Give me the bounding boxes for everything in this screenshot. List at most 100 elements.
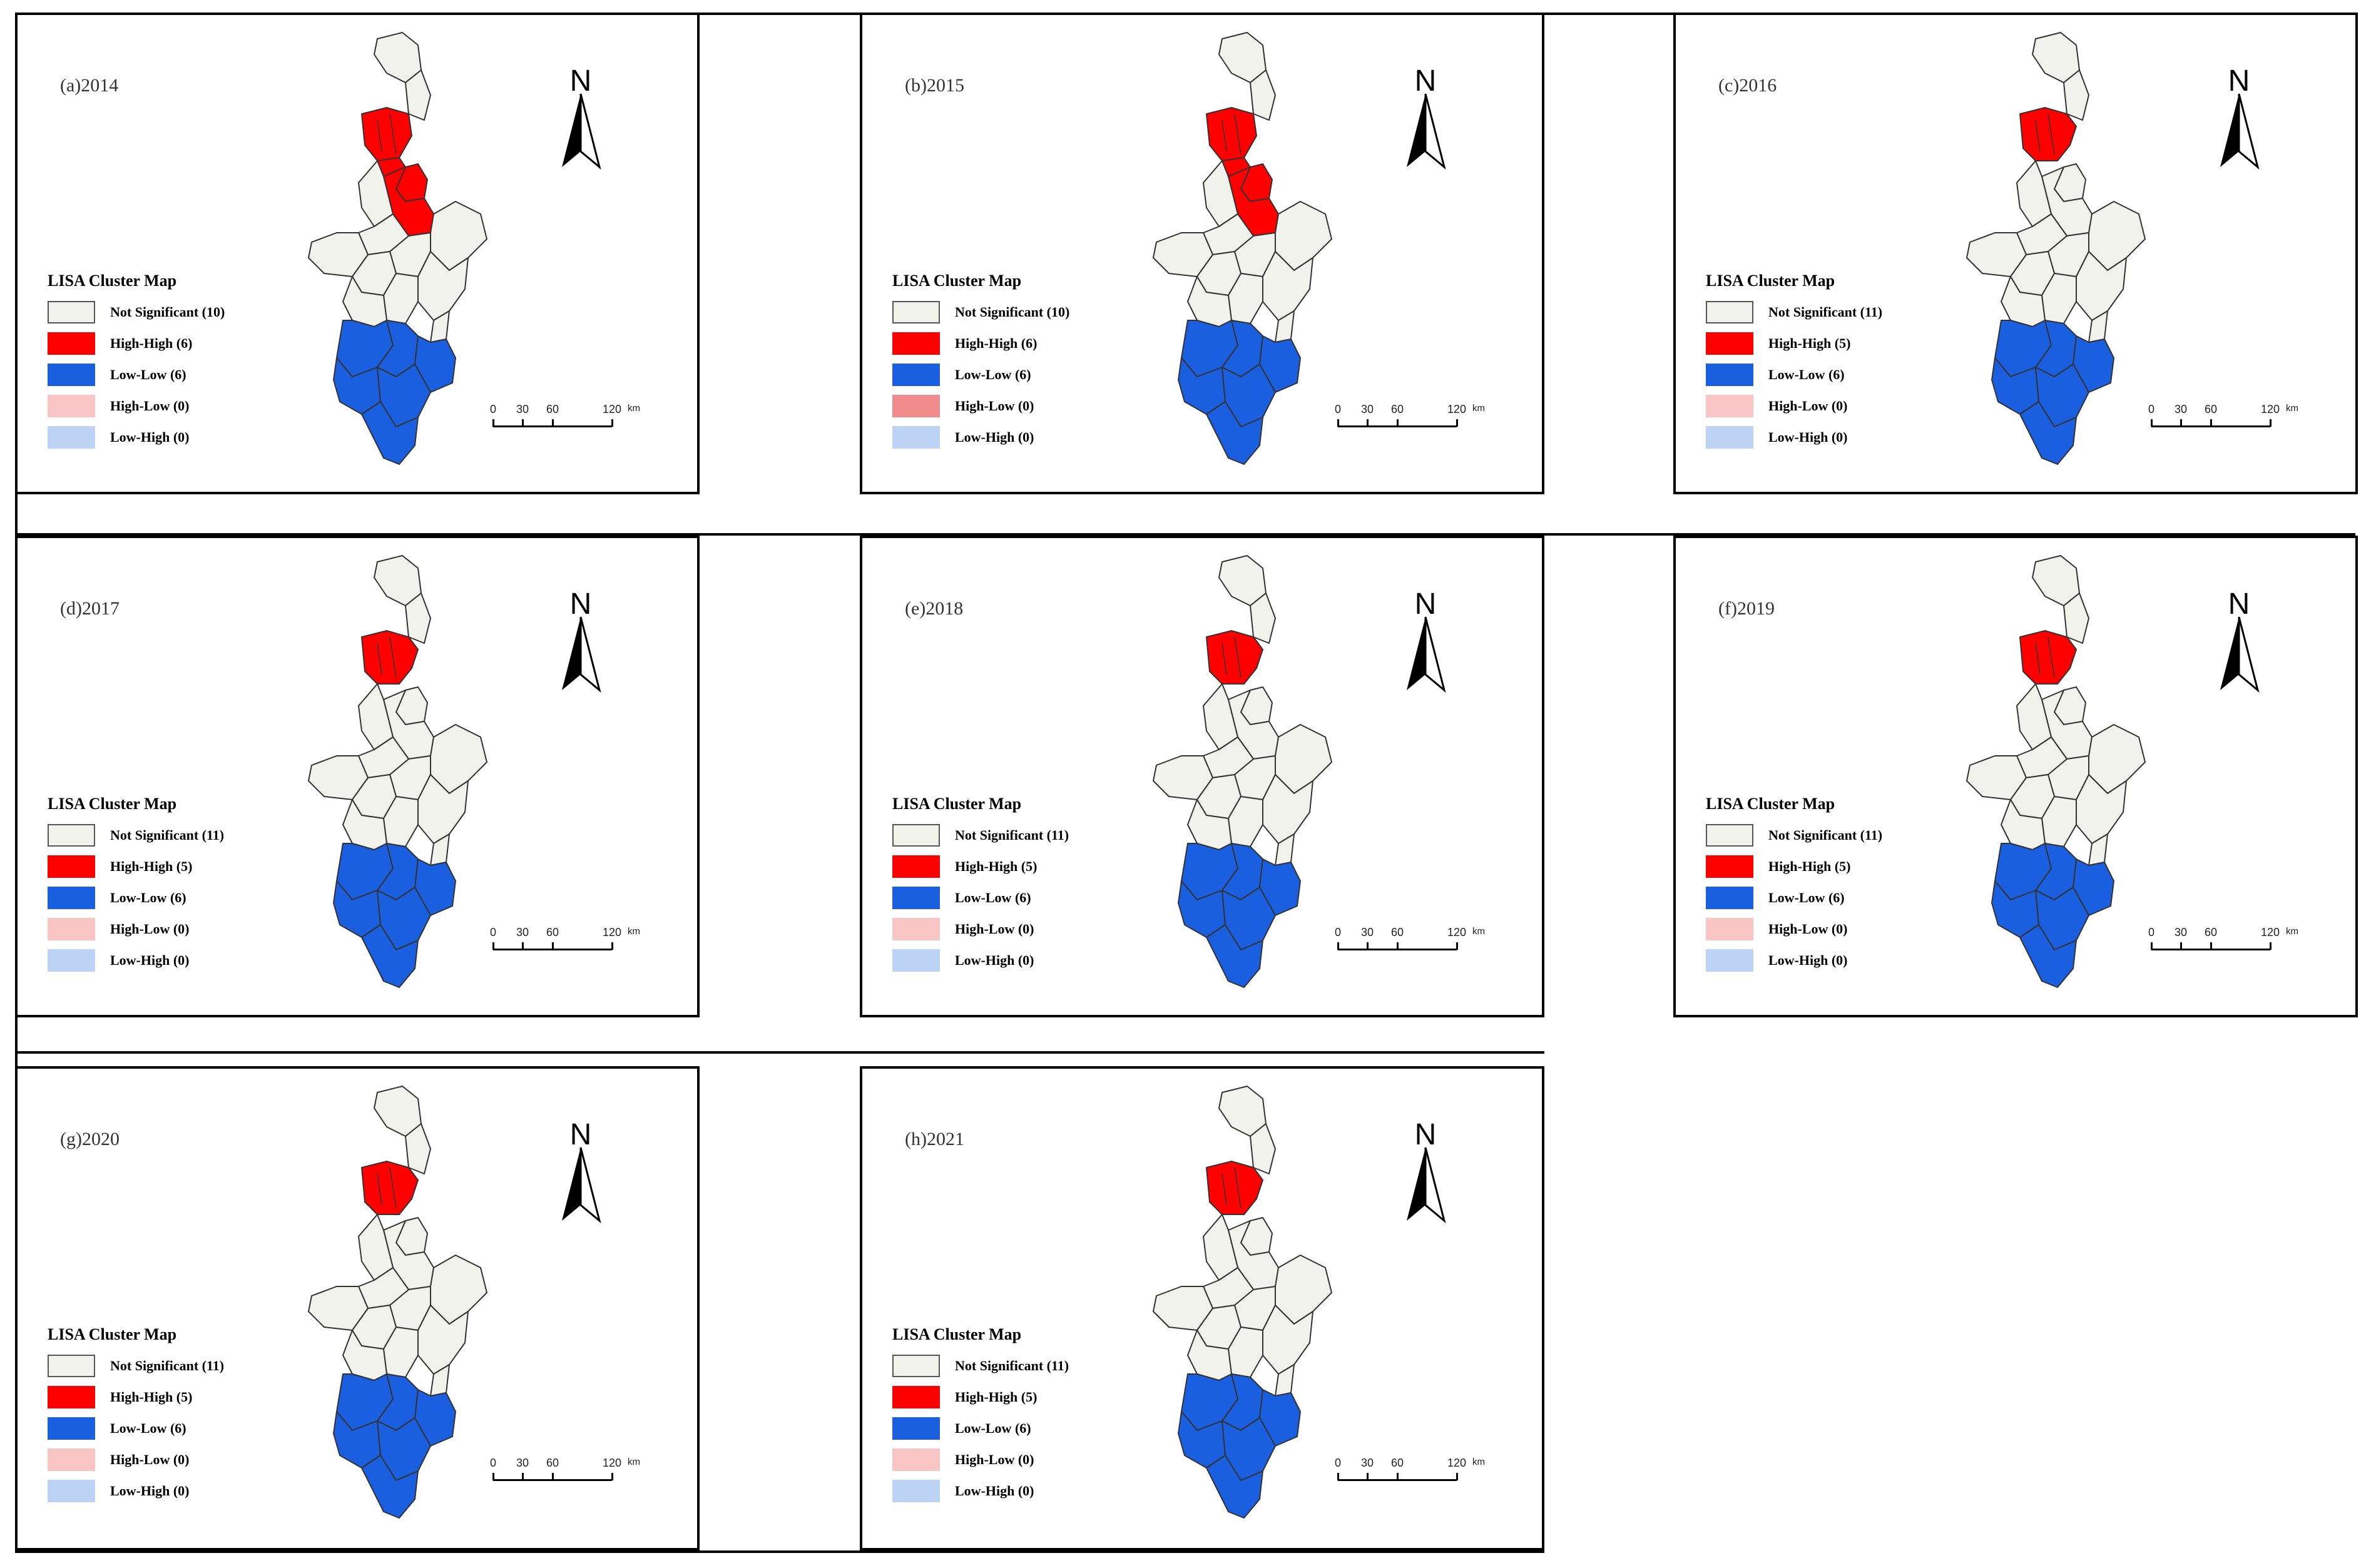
scale-tick bbox=[552, 419, 554, 427]
scale-tick bbox=[2180, 942, 2182, 950]
legend-not-significant: Not Significant (10) bbox=[48, 297, 225, 328]
north-arrow: N bbox=[1397, 64, 1454, 170]
north-arrow-icon bbox=[1407, 93, 1446, 170]
legend-not-significant-label: Not Significant (11) bbox=[955, 1358, 1069, 1373]
scale-tick bbox=[2151, 942, 2153, 950]
scale-tick-label: 0 bbox=[489, 926, 497, 939]
legend-title: LISA Cluster Map bbox=[892, 795, 1022, 813]
legend: LISA Cluster Map Not Significant (11) Hig… bbox=[892, 1325, 1069, 1507]
scale-tick-label: 30 bbox=[2174, 403, 2188, 415]
legend-title: LISA Cluster Map bbox=[48, 795, 177, 813]
legend-low-low-swatch bbox=[1706, 887, 1753, 909]
north-arrow-icon bbox=[1407, 616, 1446, 693]
legend-low-high: Low-High (0) bbox=[1706, 945, 1882, 976]
region-boundary bbox=[377, 113, 397, 155]
legend: LISA Cluster Map Not Significant (11) Hig… bbox=[48, 1325, 224, 1507]
legend-high-high-label: High-High (5) bbox=[110, 858, 193, 874]
legend-low-high: Low-High (0) bbox=[48, 422, 225, 453]
scale-tick-label: 30 bbox=[516, 1457, 529, 1469]
scale-tick-label: 0 bbox=[1334, 1457, 1342, 1469]
scale-tick bbox=[1397, 1473, 1399, 1480]
legend-not-significant: Not Significant (10) bbox=[892, 297, 1069, 328]
north-arrow-icon bbox=[562, 1147, 601, 1224]
legend-low-low: Low-Low (6) bbox=[892, 1413, 1069, 1444]
legend-high-high: High-High (6) bbox=[892, 328, 1069, 359]
frame-mid-line-1 bbox=[15, 533, 2355, 536]
panel-title: (g)2020 bbox=[60, 1129, 120, 1149]
legend-not-significant-swatch bbox=[48, 824, 95, 847]
legend-low-low-swatch bbox=[48, 364, 95, 386]
panel-title: (h)2021 bbox=[905, 1129, 964, 1149]
legend-high-low: High-Low (0) bbox=[892, 390, 1069, 422]
region-not-significant bbox=[405, 69, 431, 121]
legend: LISA Cluster Map Not Significant (11) Hig… bbox=[1706, 795, 1882, 976]
scale-tick bbox=[611, 1473, 613, 1480]
scale-tick bbox=[1397, 419, 1399, 427]
legend-low-low: Low-Low (6) bbox=[48, 1413, 224, 1444]
legend-low-low: Low-Low (6) bbox=[1706, 359, 1882, 390]
legend-low-low: Low-Low (6) bbox=[48, 882, 224, 914]
region-map bbox=[1153, 32, 1332, 465]
scale-tick bbox=[1337, 1473, 1339, 1480]
legend-low-high: Low-High (0) bbox=[892, 1475, 1069, 1507]
north-arrow: N bbox=[2211, 587, 2267, 693]
region-low-low bbox=[361, 401, 419, 465]
scale-tick-label: 0 bbox=[1334, 403, 1342, 415]
region-boundary bbox=[1221, 1167, 1242, 1209]
legend-high-low-label: High-Low (0) bbox=[955, 1452, 1034, 1467]
legend-high-low-label: High-Low (0) bbox=[1768, 398, 1848, 414]
region-low-low bbox=[1206, 924, 1263, 988]
region-map bbox=[1153, 1086, 1332, 1519]
legend-not-significant-label: Not Significant (10) bbox=[955, 304, 1070, 320]
map-panel-5: (e)2018 N LISA Cluster Map Not Significa… bbox=[860, 536, 1544, 1017]
legend-not-significant-swatch bbox=[48, 301, 95, 323]
north-arrow-label: N bbox=[2228, 588, 2250, 621]
north-arrow: N bbox=[553, 64, 609, 170]
scale-tick bbox=[1456, 1473, 1458, 1480]
region-not-significant bbox=[1203, 1214, 1238, 1281]
north-arrow-label: N bbox=[1414, 1118, 1437, 1151]
north-arrow-label: N bbox=[1414, 588, 1437, 621]
legend-not-significant-swatch bbox=[892, 824, 940, 847]
legend-high-low-label: High-Low (0) bbox=[955, 921, 1034, 937]
north-arrow-icon bbox=[562, 616, 601, 693]
scale-tick bbox=[2270, 942, 2272, 950]
scale-tick-label: 0 bbox=[489, 1457, 497, 1469]
frame-mid-line-2 bbox=[15, 1051, 1544, 1054]
region-high-high bbox=[361, 1161, 419, 1215]
legend-items: Not Significant (11) High-High (5) Low-Low… bbox=[892, 1350, 1069, 1507]
region-boundary bbox=[2035, 636, 2055, 678]
scale-tick-label: 0 bbox=[489, 403, 497, 415]
legend-low-low-swatch bbox=[892, 364, 940, 386]
scale-tick bbox=[1337, 419, 1339, 427]
region-not-significant bbox=[1250, 1123, 1276, 1174]
legend-high-low-label: High-Low (0) bbox=[110, 1452, 190, 1467]
legend-high-low-swatch bbox=[892, 918, 940, 940]
scale-tick-label: 30 bbox=[2174, 926, 2188, 939]
region-boundary bbox=[2035, 113, 2055, 155]
legend-not-significant-label: Not Significant (11) bbox=[110, 827, 225, 843]
legend-high-high-label: High-High (5) bbox=[1768, 335, 1851, 351]
legend-not-significant-swatch bbox=[892, 301, 940, 323]
frame-bottom-line bbox=[15, 1550, 1544, 1553]
region-not-significant bbox=[1250, 593, 1276, 644]
region-low-low bbox=[2019, 924, 2077, 988]
legend-high-low: High-Low (0) bbox=[1706, 914, 1882, 945]
legend-high-low: High-Low (0) bbox=[892, 914, 1069, 945]
scale-unit: km bbox=[628, 1457, 640, 1467]
scale-tick bbox=[611, 942, 613, 950]
scale-tick-label: 60 bbox=[546, 403, 559, 415]
legend-low-low-label: Low-Low (6) bbox=[1768, 890, 1845, 905]
scale-tick bbox=[1456, 419, 1458, 427]
scale-bar-line bbox=[493, 949, 612, 950]
scale-bar-line bbox=[1338, 1479, 1457, 1481]
legend-low-high: Low-High (0) bbox=[48, 1475, 224, 1507]
scale-tick-label: 30 bbox=[1360, 1457, 1374, 1469]
legend-high-low-swatch bbox=[48, 395, 95, 417]
scale-tick-label: 120 bbox=[2260, 403, 2280, 415]
map-panel-3: (c)2016 N LISA Cluster Map Not Significa… bbox=[1673, 13, 2358, 494]
scale-tick bbox=[2151, 419, 2153, 427]
map-panel-4: (d)2017 N LISA Cluster Map Not Significa… bbox=[15, 536, 700, 1017]
scale-bar-line bbox=[1338, 425, 1457, 427]
legend-high-low-swatch bbox=[892, 395, 940, 417]
